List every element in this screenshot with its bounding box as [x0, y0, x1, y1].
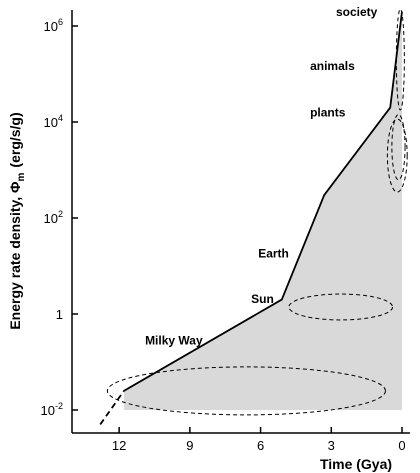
ellipse-outline	[386, 118, 408, 193]
y-axis-title: Energy rate density, Φm (erg/s/g)	[7, 112, 27, 329]
y-tick-exponent: -2	[55, 401, 63, 411]
y-tick-base: 10	[44, 115, 58, 130]
y-tick-label: 106	[44, 17, 63, 34]
x-tick-label: 0	[398, 438, 405, 453]
plot-region	[99, 8, 408, 425]
y-tick-label: 102	[44, 209, 63, 226]
annotation-label: Earth	[258, 247, 289, 261]
shaded-area	[123, 11, 402, 410]
x-ticks: 12 9 6 3 0	[112, 427, 406, 453]
annotation-label: Sun	[251, 292, 274, 306]
y-tick-base: 10	[41, 403, 55, 418]
x-axis-title: Time (Gya)	[320, 456, 392, 472]
y-tick-label: 10-2	[41, 401, 63, 418]
annotation-label: animals	[310, 59, 355, 73]
annotation-label: Milky Way	[145, 334, 203, 348]
series-line-dashed	[99, 390, 125, 425]
y-tick-label: 1	[56, 307, 63, 322]
annotations: society animals plants Earth Sun Milky Way	[145, 5, 378, 347]
series-layer	[99, 11, 403, 425]
y-axis-title-main: Energy rate density, Φ	[7, 181, 23, 330]
y-tick-base: 10	[44, 19, 58, 34]
ellipse-outline	[288, 293, 394, 321]
x-tick-label: 9	[186, 438, 193, 453]
annotation-label: plants	[310, 106, 346, 120]
series-line	[123, 11, 403, 392]
x-tick-label: 3	[328, 438, 335, 453]
y-axis-title-subscript: m	[16, 172, 27, 181]
ellipse-outline	[391, 113, 406, 181]
y-axis-title-unit: (erg/s/g)	[7, 112, 23, 167]
y-tick-exponent: 6	[58, 17, 63, 27]
y-tick-base: 1	[56, 307, 63, 322]
annotation-label: society	[336, 5, 378, 19]
y-tick-base: 10	[44, 211, 58, 226]
y-tick-label: 104	[44, 113, 63, 130]
ellipse-outline	[106, 366, 386, 416]
y-tick-exponent: 2	[58, 209, 63, 219]
x-tick-label: 12	[112, 438, 126, 453]
x-tick-label: 6	[257, 438, 264, 453]
y-tick-exponent: 4	[58, 113, 63, 123]
